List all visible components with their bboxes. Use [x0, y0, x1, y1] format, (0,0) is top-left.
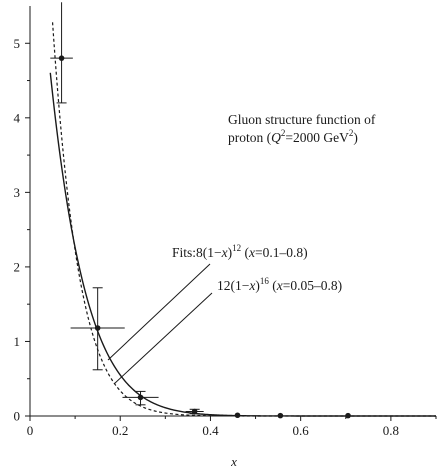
data-point-4: [185, 408, 204, 415]
data-points: [50, 2, 351, 419]
x-tick-label: 0.8: [383, 423, 399, 438]
data-point-1: [50, 2, 73, 104]
data-marker: [137, 394, 144, 401]
y-tick-label: 5: [14, 36, 21, 51]
data-marker: [234, 412, 241, 419]
x-tick-label: 0.4: [202, 423, 219, 438]
fit-label-1: Fits:8(1−x)12 (x=0.1–0.8): [172, 243, 308, 260]
fit-curves: [49, 22, 436, 417]
y-tick-label: 0: [14, 409, 21, 424]
y-tick-label: 4: [14, 110, 21, 125]
x-tick-label: 0: [27, 423, 34, 438]
x-tick-label: 0.6: [293, 423, 310, 438]
data-point-5: [234, 412, 241, 419]
fit-curve-2: [51, 22, 436, 417]
axes: 0 0.2 0.4 0.6 0.8 0 1 2 3 4 5: [14, 6, 437, 438]
data-point-2: [70, 287, 125, 371]
fit-label-2: 12(1−x)16 (x=0.05–0.8): [217, 276, 342, 293]
fit-label-1-leader: [107, 263, 211, 361]
x-tick-label: 0.2: [112, 423, 128, 438]
annotation-line-1: Gluon structure function of: [228, 112, 376, 127]
data-marker: [94, 325, 101, 331]
y-tick-label: 2: [14, 259, 21, 274]
fit-label-2-leader: [113, 292, 213, 385]
annotation-line-2: proton (Q2=2000 GeV2): [228, 128, 358, 145]
y-tick-label: 3: [14, 185, 21, 200]
data-point-3: [122, 390, 159, 406]
x-axis-title: x: [230, 454, 237, 469]
data-marker: [191, 408, 198, 415]
data-marker: [58, 55, 65, 61]
y-tick-label: 1: [14, 334, 21, 349]
